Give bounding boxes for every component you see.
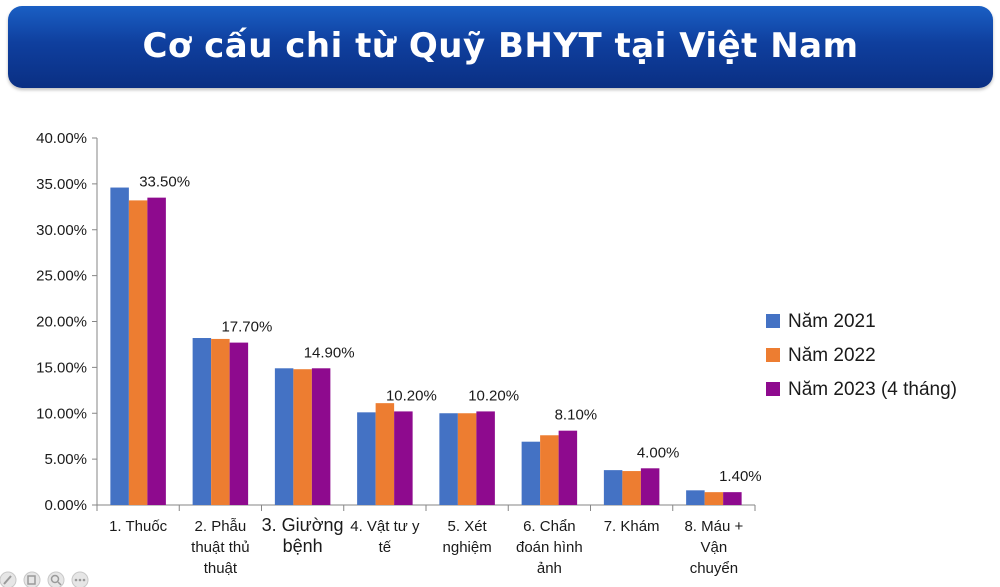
bar bbox=[686, 490, 705, 505]
bar bbox=[110, 187, 129, 506]
legend-label: Năm 2022 bbox=[788, 345, 876, 366]
bar bbox=[192, 338, 212, 505]
zoom-icon[interactable] bbox=[47, 571, 65, 587]
bar bbox=[147, 197, 166, 505]
page-title: Cơ cấu chi từ Quỹ BHYT tại Việt Nam bbox=[142, 26, 859, 66]
data-label: 10.20% bbox=[468, 387, 519, 404]
bars bbox=[110, 187, 742, 506]
x-tick-label: 1. Thuốc bbox=[109, 518, 168, 535]
bar bbox=[274, 368, 294, 505]
copy-icon[interactable] bbox=[23, 571, 41, 587]
legend-swatch bbox=[766, 348, 780, 362]
title-banner: Cơ cấu chi từ Quỹ BHYT tại Việt Nam bbox=[8, 6, 993, 88]
bar bbox=[558, 430, 578, 505]
data-label: 10.20% bbox=[386, 387, 437, 404]
more-icon[interactable] bbox=[71, 571, 89, 587]
data-labels: 33.50% 17.70% 14.90% 10.20% 10.20% 8.10% 4.00%… bbox=[139, 174, 761, 486]
legend-swatch bbox=[766, 314, 780, 328]
data-label: 4.00% bbox=[637, 444, 680, 461]
x-tick-label: 7. Khám bbox=[604, 518, 660, 535]
y-tick-label: 35.00% bbox=[36, 176, 87, 193]
bar bbox=[476, 411, 495, 505]
slide-toolbar bbox=[0, 571, 89, 587]
data-label: 33.50% bbox=[139, 174, 190, 191]
x-tick-label: 4. Vật tư y tế bbox=[350, 518, 420, 556]
legend: Năm 2021 Năm 2022 Năm 2023 (4 tháng) bbox=[766, 311, 957, 400]
bar bbox=[640, 468, 660, 505]
bar bbox=[357, 412, 376, 505]
y-axis: 0.00% 5.00% 10.00% 15.00% 20.00% 25.00% 30.00%… bbox=[36, 130, 98, 514]
bar bbox=[311, 368, 331, 505]
x-tick-label: 5. Xét nghiệm bbox=[443, 518, 492, 556]
data-label: 17.70% bbox=[221, 319, 272, 336]
bar bbox=[540, 435, 559, 505]
y-tick-label: 30.00% bbox=[36, 222, 87, 239]
legend-label: Năm 2023 (4 tháng) bbox=[788, 379, 957, 400]
data-label: 8.10% bbox=[555, 407, 598, 424]
bar bbox=[128, 200, 148, 505]
bar bbox=[375, 403, 395, 505]
x-tick-label: 2. Phẫu thuật thủ thuật bbox=[191, 518, 249, 577]
y-tick-label: 20.00% bbox=[36, 314, 87, 331]
legend-swatch bbox=[766, 382, 780, 396]
bar bbox=[394, 411, 413, 505]
bar bbox=[211, 338, 230, 505]
x-tick-label: 8. Máu + Vận chuyển bbox=[684, 518, 743, 577]
data-label: 14.90% bbox=[304, 344, 355, 361]
bar bbox=[229, 342, 249, 505]
bar bbox=[457, 413, 477, 505]
bar bbox=[622, 471, 641, 505]
x-tick-label: 6. Chẩn đoán hình ảnh bbox=[516, 518, 583, 577]
y-tick-label: 0.00% bbox=[44, 497, 87, 514]
legend-label: Năm 2021 bbox=[788, 311, 876, 332]
y-tick-label: 15.00% bbox=[36, 359, 87, 376]
bar bbox=[293, 369, 312, 505]
bar bbox=[439, 413, 458, 505]
y-tick-label: 5.00% bbox=[44, 451, 87, 468]
pen-icon[interactable] bbox=[0, 571, 17, 587]
bar bbox=[521, 441, 541, 505]
y-tick-label: 40.00% bbox=[36, 130, 87, 147]
bar bbox=[704, 492, 724, 505]
bar bbox=[723, 492, 742, 505]
data-label: 1.40% bbox=[719, 468, 762, 485]
y-tick-label: 25.00% bbox=[36, 268, 87, 285]
x-axis: 1. Thuốc 2. Phẫu thuật thủ thuật 3. Giường bệ… bbox=[96, 504, 756, 577]
bar bbox=[603, 470, 623, 505]
x-tick-label: 3. Giường bệnh bbox=[262, 515, 344, 556]
y-tick-label: 10.00% bbox=[36, 405, 87, 422]
